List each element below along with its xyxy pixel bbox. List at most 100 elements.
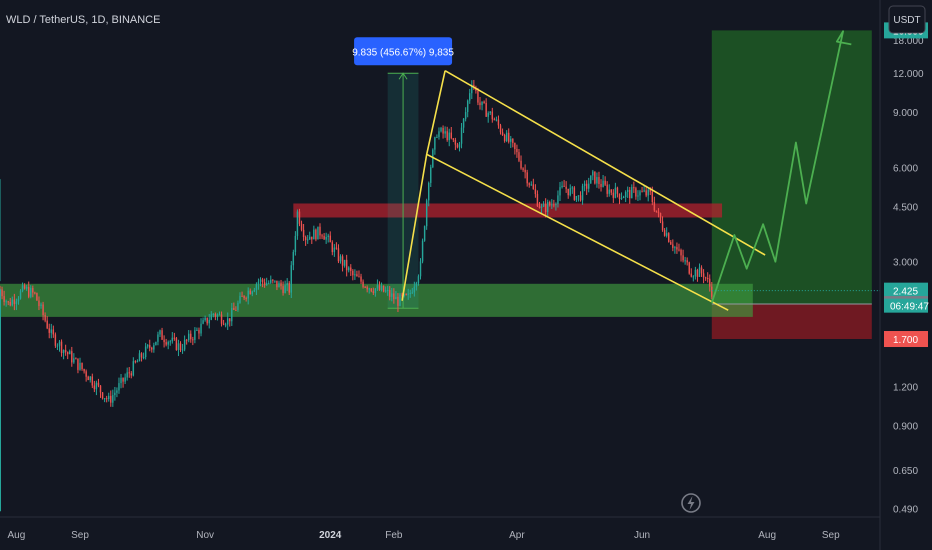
candle-body xyxy=(583,183,586,186)
candle xyxy=(698,263,701,277)
candle xyxy=(130,371,132,379)
candle xyxy=(300,220,303,232)
candle xyxy=(600,179,602,192)
candle-body xyxy=(421,240,424,262)
candle xyxy=(678,243,680,252)
candle-body xyxy=(485,103,487,117)
candle-body xyxy=(62,349,65,354)
candle-body xyxy=(261,279,264,283)
candle xyxy=(212,313,215,318)
candle-body xyxy=(161,330,163,340)
candle xyxy=(171,332,174,344)
candle xyxy=(510,135,512,148)
candle-body xyxy=(315,229,317,240)
candle xyxy=(196,327,198,331)
candle xyxy=(546,199,549,217)
candle xyxy=(641,186,643,193)
candle xyxy=(329,231,331,243)
candle-body xyxy=(432,149,434,168)
candle xyxy=(563,179,565,187)
candle-body xyxy=(306,239,309,241)
candle-body xyxy=(294,235,297,253)
candle-body xyxy=(514,142,516,150)
candle-body xyxy=(614,187,617,198)
candle-body xyxy=(245,298,247,300)
candle-body xyxy=(196,329,198,331)
candle-body xyxy=(286,282,288,286)
candle-body xyxy=(32,288,34,293)
candle-body xyxy=(103,398,106,400)
candle xyxy=(499,123,502,135)
candle-body xyxy=(226,318,229,325)
candle-body xyxy=(268,282,270,284)
candle-body xyxy=(101,392,104,399)
candle-body xyxy=(569,188,571,196)
candle xyxy=(265,277,268,286)
candle-body xyxy=(188,333,190,341)
candle xyxy=(608,184,610,197)
candle-body xyxy=(19,290,22,299)
candle xyxy=(448,128,450,147)
candle xyxy=(311,236,313,244)
time-axis-tick-label: Apr xyxy=(509,530,525,541)
candle xyxy=(32,285,34,298)
countdown-label: 06:49:47 xyxy=(890,302,929,313)
candle xyxy=(454,137,457,151)
candle xyxy=(655,210,658,213)
candle-body xyxy=(83,369,85,372)
candle-body xyxy=(686,260,688,263)
candle-body xyxy=(77,358,79,370)
candle-body xyxy=(563,185,565,187)
candle xyxy=(464,107,467,122)
candle xyxy=(376,279,379,291)
candle xyxy=(516,144,518,158)
candle xyxy=(95,380,98,396)
candle xyxy=(534,184,537,198)
candle-body xyxy=(610,189,612,193)
candle xyxy=(128,367,130,378)
candle xyxy=(181,343,184,354)
candle-body xyxy=(368,288,370,290)
candle-body xyxy=(581,185,584,201)
candle xyxy=(83,368,85,374)
lightning-icon[interactable] xyxy=(681,493,701,513)
candle-body xyxy=(21,285,24,291)
candle xyxy=(542,201,545,208)
candle xyxy=(337,244,340,264)
candle-body xyxy=(118,383,120,391)
candle-body xyxy=(200,323,202,334)
candle xyxy=(680,248,682,262)
candle xyxy=(345,254,348,277)
candle-body xyxy=(140,353,143,358)
candle xyxy=(202,317,204,325)
candle xyxy=(54,332,57,348)
candle xyxy=(403,293,405,298)
candle-body xyxy=(670,241,672,245)
candle-body xyxy=(212,313,215,315)
candle xyxy=(577,195,580,202)
candle xyxy=(224,322,227,328)
candle xyxy=(518,148,520,163)
candle xyxy=(503,133,506,143)
candle-body xyxy=(401,294,403,297)
candle-body xyxy=(216,314,219,317)
candle xyxy=(598,171,600,189)
candle-body xyxy=(479,102,481,106)
candle-body xyxy=(362,281,364,287)
candle xyxy=(530,181,532,186)
candle xyxy=(399,292,401,307)
price-tag-label: 1.700 xyxy=(893,335,918,346)
candle xyxy=(28,281,30,299)
currency-button-label: USDT xyxy=(893,15,920,26)
candle-body xyxy=(327,235,329,237)
candle-body xyxy=(608,189,610,194)
candle-body xyxy=(696,269,699,277)
candle-body xyxy=(87,376,89,381)
candle xyxy=(462,117,465,133)
candle xyxy=(272,279,274,284)
currency-button[interactable] xyxy=(888,5,926,34)
candle-body xyxy=(243,295,245,299)
candle xyxy=(575,195,578,203)
time-axis[interactable]: Aug Sep Nov 2024 Feb Apr Jun Aug Sep xyxy=(8,530,841,541)
